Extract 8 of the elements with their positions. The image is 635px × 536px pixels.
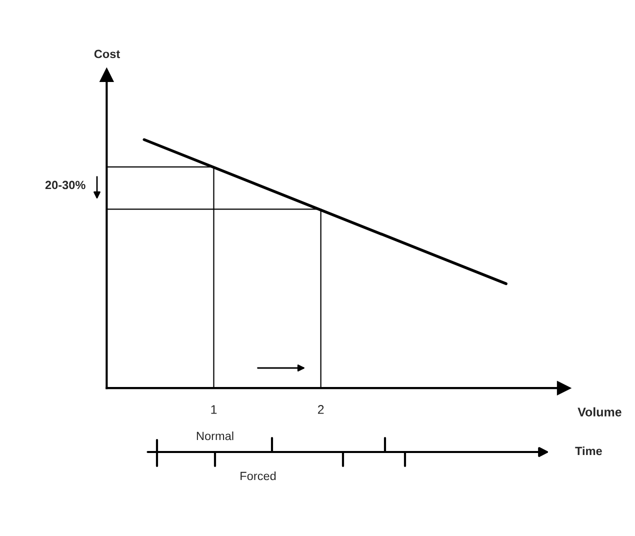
text: Time: [575, 446, 602, 456]
x-tick-label: 2: [318, 405, 324, 414]
text: Forced: [240, 471, 276, 480]
x-tick-label: 1: [211, 405, 217, 414]
text: 20-30%: [45, 180, 86, 190]
text: Cost: [94, 50, 120, 58]
text: Normal: [196, 431, 234, 440]
x-axis-title: Volume: [578, 407, 622, 416]
